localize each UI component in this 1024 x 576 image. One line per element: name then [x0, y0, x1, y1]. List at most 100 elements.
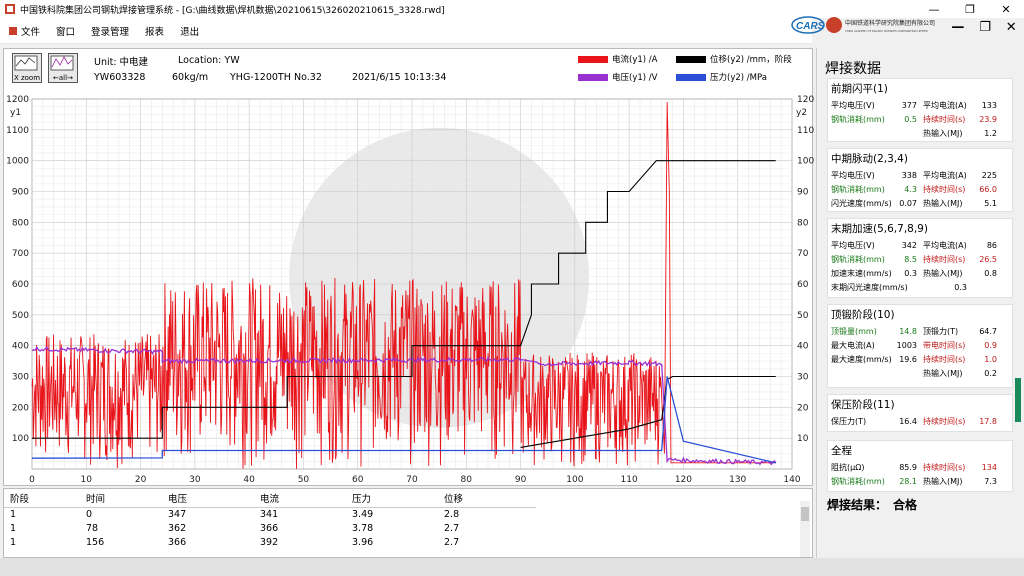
stat-row: 闪光速度(mm/s) 0.07 热输入(MJ) 5.1: [828, 196, 1012, 210]
stat-value: 338: [901, 170, 917, 180]
stat-row: 加速末速(mm/s) 0.3 热输入(MJ) 0.8: [828, 266, 1012, 280]
panel-scrollbar[interactable]: [1015, 378, 1021, 422]
weld-curve-chart[interactable]: 0 10 20 30 40 50 60 70 80 90 100 110 120 130 140 100 200…: [4, 89, 814, 485]
table-cell: 1: [10, 508, 17, 520]
table-row[interactable]: 1 156 366 392 3.96 2.7: [4, 535, 536, 549]
data-table-panel: 阶段 时间 电压 电流 压力 位移 1 0 347 341 3.49 2.8 1 78 362 366 3.7…: [3, 488, 813, 558]
table-scrollbar-thumb[interactable]: [801, 507, 809, 521]
stat-label: 平均电流(A): [923, 240, 967, 250]
x-tick-label: 30: [189, 475, 201, 485]
x-tick-label: 70: [406, 475, 418, 485]
cars-logo: CARS 中国铁道科学研究院集团有限公司 CHINA ACADEMY OF RA…: [791, 16, 935, 34]
stat-group: 前期闪平(1) 平均电压(V) 377 平均电流(A) 133 钢轨消耗(mm) 0.5 持续…: [827, 78, 1013, 142]
y2-tick-label: 80: [797, 218, 809, 228]
y2-tick-label: 50: [797, 311, 809, 321]
menu-file[interactable]: 文件: [8, 24, 40, 38]
table-cell: 2.8: [444, 508, 460, 520]
stat-value: 16.4: [899, 416, 917, 426]
stat-value: 8.5: [904, 254, 917, 264]
y1-tick-label: 1000: [6, 157, 29, 167]
legend-pressure-label: 压力(y2) /MPa: [710, 73, 767, 83]
stat-group: 中期脉动(2,3,4) 平均电压(V) 338 平均电流(A) 225 钢轨消耗(mm) 4…: [827, 148, 1013, 212]
stat-row: 平均电压(V) 342 平均电流(A) 86: [828, 238, 1012, 252]
x-tick-label: 80: [461, 475, 473, 485]
menu-window[interactable]: 窗口: [56, 24, 75, 38]
logo-brand: CARS: [796, 21, 825, 32]
menu-report[interactable]: 报表: [145, 24, 164, 38]
legend-current-label: 电流(y1) /A: [612, 55, 658, 65]
stat-label: 平均电压(V): [831, 100, 875, 110]
stat-value: 225: [981, 170, 997, 180]
y1-tick-label: 1200: [6, 95, 29, 105]
restore-button[interactable]: ❐: [965, 2, 975, 16]
x-tick-label: 120: [675, 475, 692, 485]
data-table: 阶段 时间 电压 电流 压力 位移 1 0 347 341 3.49 2.8 1 78 362 366 3.7…: [4, 489, 536, 549]
stat-value: 64.7: [979, 326, 997, 336]
stat-label: 钢轨消耗(mm): [831, 254, 885, 264]
menu-exit[interactable]: 退出: [180, 24, 199, 38]
mdi-controls: — ❐ ✕: [944, 20, 1024, 40]
y1-tick-label: 400: [12, 342, 29, 352]
table-scrollbar[interactable]: [800, 501, 810, 557]
unit-label: Unit: 中电建: [94, 57, 149, 68]
table-cell: 1: [10, 522, 17, 534]
machine-id: YW603328: [94, 72, 146, 83]
stat-value: 0.5: [904, 114, 917, 124]
stat-row: 平均电压(V) 338 平均电流(A) 225: [828, 168, 1012, 182]
chart-icon: [50, 55, 74, 71]
stat-value: 66.0: [979, 184, 997, 194]
menu-login[interactable]: 登录管理: [91, 24, 129, 38]
table-cell: 392: [260, 536, 279, 548]
table-body: 1 0 347 341 3.49 2.8 1 78 362 366 3.78 2.7 1 156 366 39…: [4, 507, 536, 549]
table-header-cell[interactable]: 压力: [352, 489, 444, 508]
logo-sub: CHINA ACADEMY OF RAILWAY SCIENCES CORPOR…: [845, 29, 928, 33]
menu-login-label: 登录管理: [91, 26, 130, 38]
mdi-minimize-button[interactable]: —: [951, 20, 965, 35]
close-button[interactable]: ✕: [1001, 2, 1011, 16]
table-cell: 341: [260, 508, 279, 520]
stat-value: 19.6: [899, 354, 917, 364]
y1-tick-label: 700: [12, 249, 29, 259]
legend-current: 电流(y1) /A: [578, 53, 657, 65]
x-zoom-button[interactable]: X zoom: [12, 53, 42, 83]
menu-report-label: 报表: [145, 26, 165, 38]
stat-value: 17.8: [979, 416, 997, 426]
table-row[interactable]: 1 78 362 366 3.78 2.7: [4, 521, 536, 535]
stat-value: 28.1: [899, 476, 917, 486]
stat-label: 带电时间(s): [923, 340, 966, 350]
table-header-cell[interactable]: 电压: [168, 489, 260, 508]
mdi-close-button[interactable]: ✕: [1005, 20, 1017, 35]
stat-row: 保压力(T) 16.4 持续时间(s) 17.8: [828, 414, 1012, 428]
stat-value: 1.2: [984, 128, 997, 138]
table-cell: 3.78: [352, 522, 374, 534]
table-row[interactable]: 1 0 347 341 3.49 2.8: [4, 507, 536, 521]
table-header-row: 阶段 时间 电压 电流 压力 位移: [4, 489, 536, 508]
legend-swatch-current: [578, 55, 608, 63]
legend-displacement: 位移(y2) /mm，阶段: [676, 53, 792, 65]
stat-label: 热输入(MJ): [923, 268, 963, 278]
stat-row: 热输入(MJ) 0.2: [828, 366, 1012, 380]
stat-row: 钢轨消耗(mm) 0.5 持续时间(s) 23.9: [828, 112, 1012, 126]
table-header-cell[interactable]: 电流: [260, 489, 352, 508]
minimize-button[interactable]: —: [928, 2, 940, 16]
y1-tick-label: 100: [12, 434, 29, 444]
stat-value: 342: [901, 240, 917, 250]
table-cell: 347: [168, 508, 187, 520]
app-icon: [5, 4, 15, 14]
table-header-cell[interactable]: 位移: [444, 489, 536, 508]
stat-row: 平均电压(V) 377 平均电流(A) 133: [828, 98, 1012, 112]
zoom-all-button[interactable]: ←all→: [48, 53, 78, 83]
stat-value: 23.9: [979, 114, 997, 124]
mdi-restore-button[interactable]: ❐: [979, 20, 991, 35]
stat-label: 钢轨消耗(mm): [831, 476, 885, 486]
stat-label: 持续时间(s): [923, 184, 966, 194]
x-tick-label: 110: [621, 475, 638, 485]
series-line-2: [31, 345, 777, 466]
stat-value: 133: [981, 100, 997, 110]
table-header-cell[interactable]: 阶段: [4, 489, 86, 508]
location-label: Location: YW: [178, 55, 240, 66]
table-cell: 2.7: [444, 536, 460, 548]
table-cell: 3.96: [352, 536, 374, 548]
weld-data-panel: 焊接数据 前期闪平(1) 平均电压(V) 377 平均电流(A) 133 钢轨消耗(mm)…: [816, 48, 1021, 558]
table-header-cell[interactable]: 时间: [86, 489, 168, 508]
